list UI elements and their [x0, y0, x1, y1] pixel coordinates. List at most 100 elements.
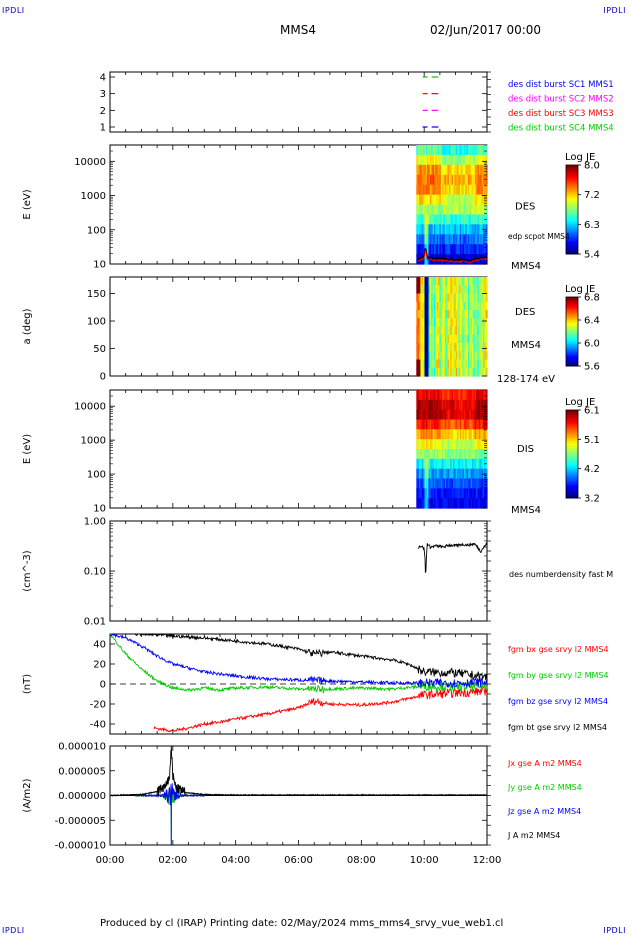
dis-energy-pixel	[447, 458, 450, 470]
dis-energy-pixel	[451, 439, 454, 450]
y-tick-label: 0	[100, 680, 106, 691]
y-tick-label: -0.000010	[55, 841, 106, 852]
pitch-pixel	[439, 285, 442, 295]
pitch-pixel	[446, 334, 449, 344]
des-energy-pixel	[427, 184, 430, 196]
des-energy-pixel	[440, 244, 443, 255]
des-energy-pixel	[424, 145, 427, 156]
pitch-pixel	[454, 285, 457, 295]
des-energy-pixel	[470, 214, 473, 225]
dis-energy-pixel	[432, 458, 435, 470]
pitch-pixel	[431, 277, 434, 286]
pitch-pixel	[459, 359, 462, 369]
des-energy-pixel	[477, 154, 480, 166]
pitch-pixel	[468, 367, 470, 377]
pitch-pixel	[443, 326, 446, 336]
dis-energy-pixel	[447, 429, 450, 440]
pitch-pixel	[462, 359, 465, 369]
dis-energy-pixel	[447, 449, 450, 460]
pitch-pixel	[481, 334, 484, 344]
des-energy-pixel	[438, 224, 441, 235]
colorbar-cell	[566, 310, 578, 314]
des-energy-pixel	[440, 154, 443, 166]
pitch-pixel	[454, 343, 457, 352]
dis-energy-pixel	[417, 429, 420, 440]
series-legend-label: Jx gse A m2 MMS4	[507, 759, 582, 768]
des-energy-pixel	[484, 164, 487, 176]
dis-energy-pixel	[482, 488, 485, 499]
des-energy-pixel	[454, 254, 457, 265]
des-energy-pixel	[469, 145, 472, 156]
pitch-pixel	[425, 318, 428, 328]
des-energy-pixel	[439, 204, 442, 215]
pitch-pixel	[421, 285, 424, 295]
dis-energy-pixel	[436, 498, 439, 509]
des-energy-pixel	[446, 214, 449, 225]
colorbar-cell	[566, 251, 578, 255]
des-energy-pixel	[431, 244, 434, 255]
pitch-pixel	[417, 277, 420, 286]
pitch-pixel	[444, 343, 447, 352]
dis-energy-pixel	[439, 449, 442, 460]
pitch-pixel	[455, 334, 458, 344]
dis-energy-pixel	[485, 409, 488, 421]
pitch-pixel	[472, 318, 474, 328]
pitch-pixel	[480, 334, 483, 344]
pitch-pixel	[420, 293, 423, 303]
dis-energy-pixel	[427, 458, 430, 470]
dis-energy-pixel	[448, 409, 451, 421]
dis-energy-pixel	[419, 498, 421, 509]
pitch-pixel	[451, 293, 454, 303]
dis-energy-pixel	[438, 419, 441, 430]
dis-energy-pixel	[474, 468, 477, 480]
dis-energy-pixel	[434, 478, 436, 489]
series-legend-label: Jy gse A m2 MMS4	[507, 783, 582, 792]
dis-energy-pixel	[421, 458, 424, 470]
pitch-pixel	[466, 326, 469, 336]
pitch-pixel	[443, 343, 446, 352]
des-energy-pixel	[434, 164, 436, 176]
dis-energy-pixel	[420, 488, 423, 499]
y-tick-label: 100	[87, 470, 106, 481]
burst-legend-label: des dist burst SC4 MMS4	[508, 124, 614, 134]
des-energy-pixel	[465, 234, 468, 245]
des-energy-pixel	[453, 234, 455, 245]
des-energy-pixel	[439, 174, 442, 186]
dis-energy-pixel	[466, 478, 469, 489]
colorbar-title: Log JE	[565, 397, 595, 408]
des-energy-pixel	[463, 164, 466, 176]
colorbar-tick-label: 6.0	[584, 339, 600, 350]
dis-energy-pixel	[468, 488, 470, 499]
pitch-pixel	[454, 301, 457, 311]
des-energy-pixel	[425, 184, 428, 196]
des-energy-pixel	[448, 224, 451, 235]
des-energy-pixel	[465, 184, 468, 196]
pitch-pixel	[420, 285, 423, 295]
pitch-pixel	[429, 351, 432, 361]
des-energy-pixel	[455, 224, 458, 235]
colorbar-cell	[566, 182, 578, 186]
pitch-pixel	[438, 334, 441, 344]
des-energy-pixel	[455, 145, 458, 156]
des-energy-pixel	[468, 145, 470, 156]
dis-energy-pixel	[469, 390, 472, 401]
des-energy-pixel	[453, 174, 455, 186]
dis-energy-pixel	[476, 449, 479, 460]
dis-energy-pixel	[442, 419, 445, 430]
pitch-pixel	[485, 334, 488, 344]
dis-energy-pixel	[427, 390, 430, 401]
pitch-pixel	[421, 343, 424, 352]
des-energy-pixel	[417, 234, 420, 245]
des-energy-pixel	[431, 204, 434, 215]
pitch-pixel	[440, 326, 443, 336]
pitch-pixel	[473, 326, 476, 336]
des-energy-pixel	[462, 194, 465, 206]
pitch-pixel	[470, 343, 473, 352]
corner-logo-top-right: IPDLI	[603, 6, 626, 15]
pitch-pixel	[461, 343, 464, 352]
dis-energy-pixel	[451, 399, 454, 411]
dis-energy-pixel	[461, 478, 464, 489]
des-energy-pixel	[469, 234, 472, 245]
des-energy-pixel	[476, 224, 479, 235]
pitch-pixel	[446, 326, 449, 336]
